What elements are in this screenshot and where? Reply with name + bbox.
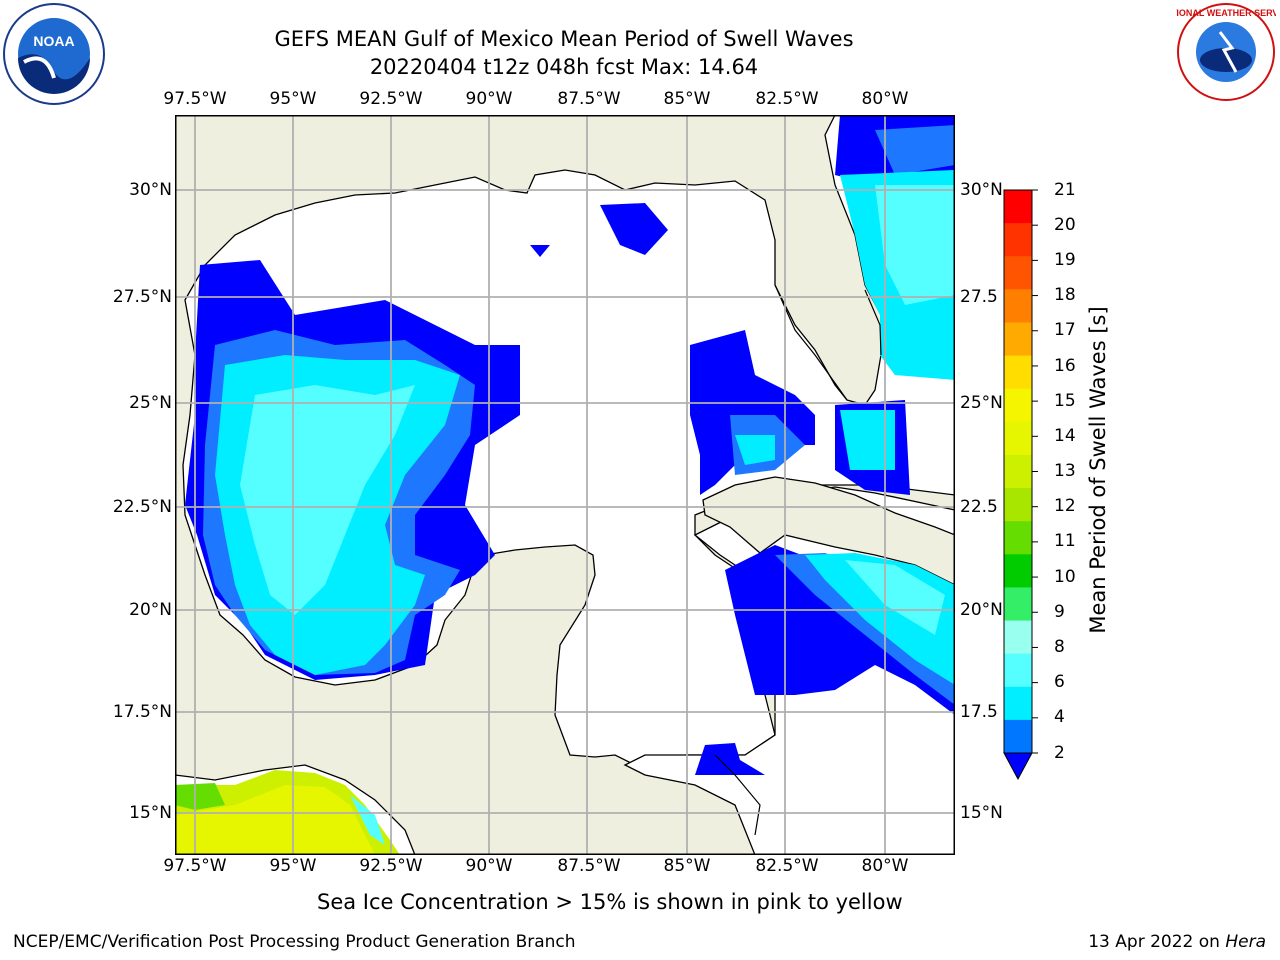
footer-date-text: 13 Apr 2022 on xyxy=(1088,932,1226,952)
colorbar-band xyxy=(1004,322,1032,357)
lon-label-bottom: 95°W xyxy=(269,856,317,876)
lat-label-left: 20°N xyxy=(129,600,172,620)
colorbar-tick-label: 14 xyxy=(1054,426,1076,446)
colorbar-band xyxy=(1004,289,1032,323)
colorbar-band xyxy=(1004,223,1032,257)
colorbar-band xyxy=(1004,388,1032,423)
lat-label-right: 30°N xyxy=(960,180,1003,200)
footer-credit: NCEP/EMC/Verification Post Processing Pr… xyxy=(13,932,576,952)
noaa-logo: NOAA xyxy=(2,2,106,106)
colorbar-tick-label: 21 xyxy=(1054,180,1076,200)
colorbar-tick-label: 8 xyxy=(1054,637,1065,657)
lon-label-top: 92.5°W xyxy=(359,89,423,109)
nws-logo: NATIONAL WEATHER SERVICE xyxy=(1159,2,1280,102)
footer-machine: Hera xyxy=(1225,932,1266,952)
footer-date: 13 Apr 2022 on Hera xyxy=(1088,932,1266,952)
lon-label-bottom: 97.5°W xyxy=(163,856,227,876)
noaa-logo-text: NOAA xyxy=(33,33,74,49)
colorbar-band xyxy=(1004,587,1032,622)
lon-label-top: 97.5°W xyxy=(163,89,227,109)
lon-label-bottom: 82.5°W xyxy=(755,856,819,876)
colorbar-band xyxy=(1004,719,1032,754)
colorbar-extend-triangle xyxy=(1003,752,1033,781)
lat-label-left: 27.5°N xyxy=(112,287,172,307)
colorbar-tick-label: 10 xyxy=(1054,567,1076,587)
colorbar-tick-label: 6 xyxy=(1054,672,1065,692)
nws-logo-text: NATIONAL WEATHER SERVICE xyxy=(1176,8,1276,18)
colorbar-tick-label: 20 xyxy=(1054,215,1076,235)
lat-label-left: 17.5°N xyxy=(112,702,172,722)
sea-ice-note-text: Sea Ice Concentration > 15% is shown in … xyxy=(317,890,903,914)
lat-label-right: 27.5 xyxy=(960,287,998,307)
lat-label-right: 22.5 xyxy=(960,497,998,517)
map-frame xyxy=(175,115,955,855)
colorbar-tick-label: 15 xyxy=(1054,391,1076,411)
colorbar-band xyxy=(1004,653,1032,688)
colorbar-band xyxy=(1004,190,1032,224)
swell-field xyxy=(175,115,954,854)
colorbar-tick-label: 9 xyxy=(1054,602,1065,622)
lat-label-left: 30°N xyxy=(129,180,172,200)
colorbar-band xyxy=(1004,421,1032,456)
lon-label-bottom: 85°W xyxy=(663,856,711,876)
colorbar-tick-label: 17 xyxy=(1054,320,1076,340)
colorbar-band xyxy=(1004,256,1032,290)
lon-label-bottom: 87.5°W xyxy=(557,856,621,876)
colorbar-title: Mean Period of Swell Waves [s] xyxy=(1086,306,1110,634)
colorbar-tick-label: 12 xyxy=(1054,496,1076,516)
colorbar-tick-label: 16 xyxy=(1054,356,1076,376)
chart-subtitle: 20220404 t12z 048h fcst Max: 14.64 xyxy=(369,55,759,79)
lat-label-left: 15°N xyxy=(129,803,172,823)
colorbar-band xyxy=(1004,620,1032,655)
colorbar-tick-label: 18 xyxy=(1054,285,1076,305)
colorbar-band xyxy=(1004,454,1032,489)
cuba xyxy=(702,476,954,586)
lon-label-bottom: 92.5°W xyxy=(359,856,423,876)
lon-label-bottom: 80°W xyxy=(861,856,909,876)
colorbar xyxy=(1003,189,1038,781)
map-panel xyxy=(175,115,955,855)
colorbar-tick-label: 11 xyxy=(1054,531,1076,551)
colorbar-band xyxy=(1004,488,1032,522)
colorbar-band xyxy=(1004,521,1032,555)
lat-label-right: 15°N xyxy=(960,803,1003,823)
colorbar-band xyxy=(1004,686,1032,721)
lon-label-top: 82.5°W xyxy=(755,89,819,109)
lon-label-top: 80°W xyxy=(861,89,909,109)
lat-label-right: 17.5 xyxy=(960,702,998,722)
lon-label-top: 95°W xyxy=(269,89,317,109)
lon-label-top: 87.5°W xyxy=(557,89,621,109)
lat-label-right: 20°N xyxy=(960,600,1003,620)
colorbar-tick-label: 2 xyxy=(1054,743,1065,763)
graticule xyxy=(175,115,954,854)
colorbar-band xyxy=(1004,554,1032,588)
lon-label-bottom: 90°W xyxy=(465,856,513,876)
lat-label-left: 25°N xyxy=(129,393,172,413)
coastline-detail xyxy=(714,284,882,836)
colorbar-tick-label: 19 xyxy=(1054,250,1076,270)
lon-label-top: 90°W xyxy=(465,89,513,109)
lat-label-left: 22.5°N xyxy=(112,497,172,517)
colorbar-tick-label: 13 xyxy=(1054,461,1076,481)
chart-title: GEFS MEAN Gulf of Mexico Mean Period of … xyxy=(274,27,854,51)
colorbar-tick-label: 4 xyxy=(1054,707,1065,727)
colorbar-band xyxy=(1004,355,1032,390)
lat-label-right: 25°N xyxy=(960,393,1003,413)
lon-label-top: 85°W xyxy=(663,89,711,109)
